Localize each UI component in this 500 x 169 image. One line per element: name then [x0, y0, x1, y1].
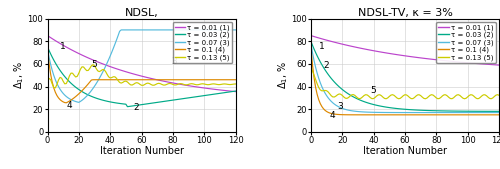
Title: NDSL,: NDSL, — [124, 8, 158, 18]
Y-axis label: $\Delta_1$, %: $\Delta_1$, % — [12, 61, 26, 89]
Text: 2: 2 — [324, 61, 329, 70]
Y-axis label: $\Delta_1$, %: $\Delta_1$, % — [276, 61, 289, 89]
Text: 2: 2 — [134, 103, 140, 112]
X-axis label: Iteration Number: Iteration Number — [100, 146, 184, 156]
Legend: τ = 0.01 (1), τ = 0.03 (2), τ = 0.07 (3), τ = 0.1 (4), τ = 0.13 (5): τ = 0.01 (1), τ = 0.03 (2), τ = 0.07 (3)… — [436, 22, 496, 63]
X-axis label: Iteration Number: Iteration Number — [363, 146, 447, 156]
Text: 3: 3 — [338, 102, 344, 111]
Title: NDSL-TV, κ = 3%: NDSL-TV, κ = 3% — [358, 8, 452, 18]
Legend: τ = 0.01 (1), τ = 0.03 (2), τ = 0.07 (3), τ = 0.1 (4), τ = 0.13 (5): τ = 0.01 (1), τ = 0.03 (2), τ = 0.07 (3)… — [173, 22, 232, 63]
Text: 5: 5 — [370, 86, 376, 95]
Text: 5: 5 — [92, 60, 97, 69]
Text: 3: 3 — [172, 57, 177, 66]
Text: 4: 4 — [66, 101, 72, 110]
Text: 1: 1 — [318, 42, 324, 51]
Text: 1: 1 — [60, 42, 66, 51]
Text: 4: 4 — [330, 111, 336, 120]
